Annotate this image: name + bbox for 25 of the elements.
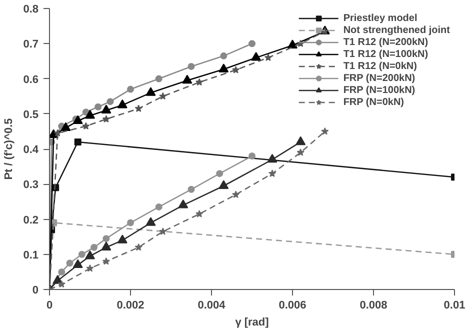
legend-label: FRP (N=0kN) [343, 96, 404, 108]
legend-label: T1 R12 (N=0kN) [343, 60, 417, 72]
legend-label: T1 R12 (N=100kN) [343, 48, 428, 60]
y-tick-label: 0.3 [23, 179, 39, 192]
y-tick-label: 0.4 [23, 144, 40, 156]
x-axis-title: γ [rad] [235, 316, 270, 328]
y-tick-label: 0.1 [23, 249, 39, 262]
legend-label: Priestley model [343, 12, 418, 24]
y-tick-label: 0.6 [23, 74, 39, 86]
y-tick-label: 0.2 [23, 214, 39, 226]
x-tick-label: 0.006 [278, 300, 306, 312]
legend-label: FRP (N=100kN) [343, 84, 416, 96]
y-tick-label: 0 [32, 284, 39, 296]
legend-label: T1 R12 (N=200kN) [343, 36, 428, 48]
x-tick-label: 0.002 [116, 300, 144, 312]
y-tick-label: 0.5 [23, 108, 39, 121]
y-tick-label: 0.7 [23, 38, 39, 51]
y-tick-label: 0.8 [23, 4, 39, 16]
legend-label: FRP (N=200kN) [343, 72, 416, 84]
x-tick-label: 0.008 [360, 300, 388, 312]
legend-label: Not strengthened joint [343, 24, 450, 36]
x-tick-label: 0.004 [198, 300, 226, 312]
x-tick-label: 0.01 [444, 300, 466, 312]
x-tick-label: 0 [46, 300, 53, 312]
y-axis-title: Pt / (f'c)^0.5 [3, 118, 16, 180]
